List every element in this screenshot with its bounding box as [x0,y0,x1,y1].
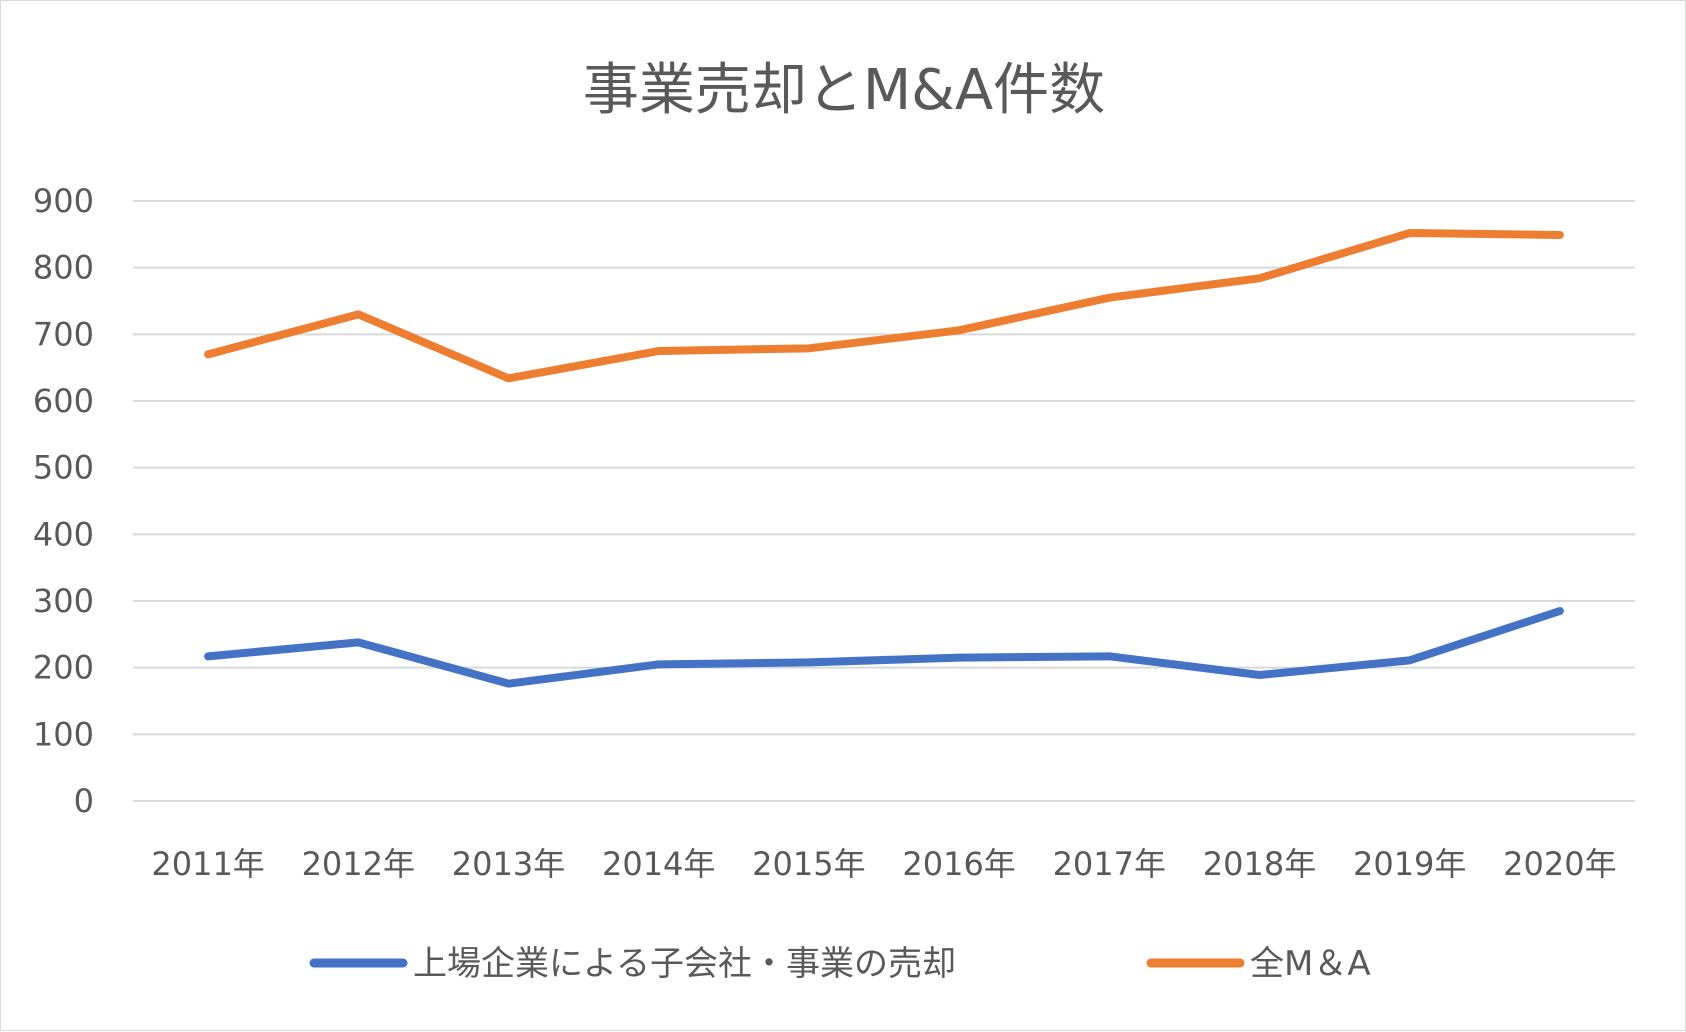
x-tick-label: 2019年 [1353,845,1466,883]
x-tick-label: 2011年 [151,845,264,883]
x-tick-label: 2020年 [1503,845,1616,883]
x-tick-label: 2014年 [602,845,715,883]
y-tick-label: 600 [33,382,94,420]
series-group [204,229,1564,688]
legend: 上場企業による子会社・事業の売却 全M＆A [309,944,1371,984]
legend-label: 全M＆A [1250,944,1371,984]
y-tick-label: 500 [33,449,94,487]
y-tick-label: 800 [33,249,94,287]
legend-label: 上場企業による子会社・事業の売却 [413,944,956,984]
series-line-2 [204,229,1564,383]
x-tick-label: 2016年 [902,845,1015,883]
x-tick-label: 2015年 [752,845,865,883]
y-tick-label: 400 [33,515,94,553]
x-tick-label: 2012年 [302,845,415,883]
gridlines [133,200,1635,802]
y-tick-label: 900 [33,182,94,220]
x-axis-ticks: 2011年 2012年 2013年 2014年 2015年 2016年 2017年 2018年… [151,845,1616,883]
y-tick-label: 100 [33,715,94,753]
y-tick-label: 0 [74,782,94,820]
chart-title: 事業売却とM&A件数 [583,58,1105,123]
x-tick-label: 2018年 [1203,845,1316,883]
y-tick-label: 200 [33,649,94,687]
y-tick-label: 700 [33,315,94,353]
series-line-1 [204,607,1564,688]
y-tick-label: 300 [33,582,94,620]
x-tick-label: 2017年 [1053,845,1166,883]
x-tick-label: 2013年 [452,845,565,883]
y-axis-ticks: 900 800 700 600 500 400 300 200 100 0 [33,182,94,820]
